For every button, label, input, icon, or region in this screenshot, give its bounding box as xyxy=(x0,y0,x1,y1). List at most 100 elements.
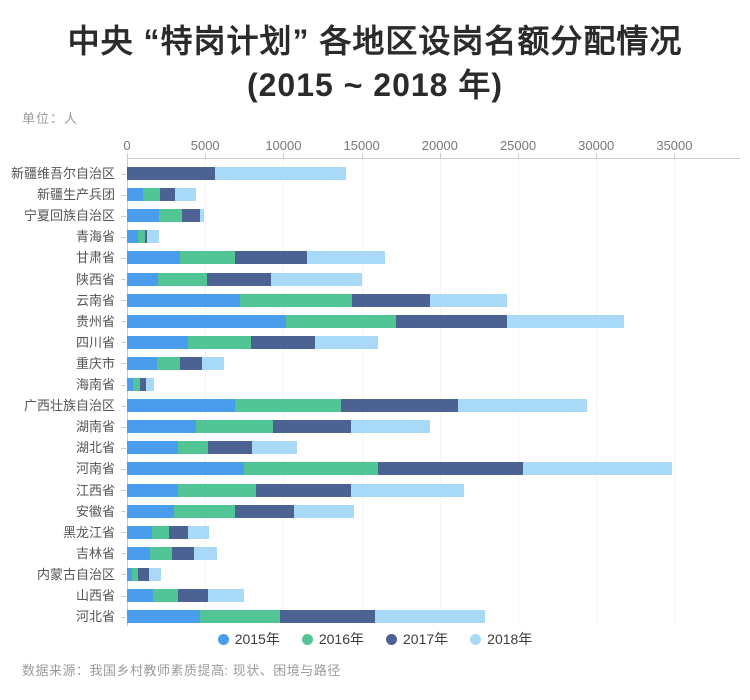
bar-segment-2018 xyxy=(214,167,346,180)
x-axis-line xyxy=(127,158,740,159)
x-tick-mark xyxy=(439,153,441,158)
bar-segment-2015 xyxy=(127,209,160,223)
legend-marker-icon xyxy=(386,633,397,645)
bar-segment-2015 xyxy=(127,504,175,518)
category-label: 内蒙古自治区 xyxy=(36,566,115,582)
category-label: 甘肃省 xyxy=(75,250,115,266)
data-source-label: 数据来源：我国乡村教师素质提高: 现状、困境与路径 xyxy=(22,663,341,678)
bar-segment-2018 xyxy=(270,272,362,286)
x-tick-label: 5000 xyxy=(190,138,220,153)
bar-segment-2015 xyxy=(127,462,244,476)
bar-segment-2017 xyxy=(377,462,523,476)
bar-segment-2017 xyxy=(144,230,147,244)
category-label: 广西壮族自治区 xyxy=(23,398,115,414)
bar-segment-2018 xyxy=(522,462,672,476)
x-tick-label: 25000 xyxy=(499,138,537,153)
bar-segment-2015 xyxy=(127,251,181,265)
legend-item-2015[interactable]: 2015年 xyxy=(217,629,280,649)
bar-segment-2016 xyxy=(143,188,161,202)
category-label: 新疆生产兵团 xyxy=(36,187,115,203)
bar-segment-2015 xyxy=(127,335,189,349)
bar-segment-2018 xyxy=(187,525,210,539)
x-tick-label: 10000 xyxy=(265,138,302,153)
legend-marker-icon xyxy=(217,633,229,645)
category-tick-mark xyxy=(121,553,126,555)
category-label: 黑龙江省 xyxy=(62,524,115,540)
bar-segment-2017 xyxy=(352,293,431,307)
legend-item-2018[interactable]: 2018年 xyxy=(470,629,532,649)
x-tick-label: 30000 xyxy=(578,138,615,153)
bar-segment-2015 xyxy=(127,610,201,624)
legend-item-2016[interactable]: 2016年 xyxy=(301,629,364,649)
bar-segment-2018 xyxy=(351,483,465,497)
x-tick-mark xyxy=(518,153,520,158)
unit-label: 单位：人 xyxy=(22,111,79,126)
category-label: 湖北省 xyxy=(75,440,115,456)
bar-segment-2015 xyxy=(127,589,153,602)
bar-segment-2016 xyxy=(239,293,353,307)
bar-segment-2018 xyxy=(293,504,354,518)
bar-segment-2018 xyxy=(146,378,155,391)
category-label: 安徽省 xyxy=(75,503,115,519)
bar-segment-2015 xyxy=(127,441,179,455)
category-tick-mark xyxy=(121,447,126,449)
bar-segment-2016 xyxy=(195,420,273,434)
bar-segment-2017 xyxy=(208,441,252,455)
bar-segment-2015 xyxy=(127,188,144,202)
bar-segment-2018 xyxy=(146,230,160,244)
legend-item-2017[interactable]: 2017年 xyxy=(386,629,448,649)
bar-segment-2018 xyxy=(351,420,431,434)
x-tick-label: 20000 xyxy=(421,138,458,153)
category-label: 河北省 xyxy=(75,609,115,625)
bar-segment-2016 xyxy=(138,230,145,244)
x-grid-line xyxy=(283,159,285,626)
bar-segment-2015 xyxy=(127,525,153,539)
category-tick-mark xyxy=(121,173,126,175)
category-tick-mark xyxy=(121,405,126,407)
category-label: 吉林省 xyxy=(75,545,115,561)
bar-segment-2017 xyxy=(234,504,294,518)
chart-legend: 2015年 2016年 2017年 2018年 xyxy=(0,629,750,649)
bar-segment-2017 xyxy=(280,610,375,624)
category-label: 四川省 xyxy=(75,334,115,350)
bar-segment-2016 xyxy=(158,272,207,286)
bar-segment-2018 xyxy=(374,610,485,624)
bar-segment-2015 xyxy=(127,399,236,413)
x-grid-line xyxy=(361,159,363,626)
x-tick-mark xyxy=(205,153,207,158)
category-tick-mark xyxy=(121,426,126,428)
bar-segment-2017 xyxy=(340,399,459,413)
bar-segment-2017 xyxy=(178,589,209,602)
bar-segment-2018 xyxy=(314,335,378,349)
x-tick-mark xyxy=(127,153,128,158)
x-tick-mark xyxy=(283,153,285,158)
x-grid-line xyxy=(596,159,598,626)
y-axis-line xyxy=(127,158,128,626)
bar-segment-2017 xyxy=(272,420,352,434)
bar-segment-2018 xyxy=(194,546,217,560)
bar-segment-2015 xyxy=(127,230,139,244)
bar-segment-2016 xyxy=(235,399,341,413)
bar-segment-2017 xyxy=(127,167,215,180)
category-label: 宁夏回族自治区 xyxy=(23,208,115,224)
bar-segment-2016 xyxy=(243,462,378,476)
category-label: 青海省 xyxy=(75,229,115,245)
bar-segment-2017 xyxy=(139,378,147,391)
bar-segment-2018 xyxy=(430,293,508,307)
legend-marker-icon xyxy=(470,633,482,645)
legend-marker-icon xyxy=(301,633,313,645)
category-tick-mark xyxy=(121,342,126,344)
legend-label: 2017年 xyxy=(403,631,449,647)
bar-segment-2017 xyxy=(235,251,308,265)
bar-segment-2016 xyxy=(200,610,281,624)
bar-segment-2017 xyxy=(250,335,315,349)
legend-label: 2015年 xyxy=(234,631,280,647)
bar-segment-2015 xyxy=(127,378,134,391)
bar-segment-2015 xyxy=(127,272,159,286)
bar-segment-2016 xyxy=(178,483,256,497)
category-tick-mark xyxy=(121,279,126,280)
category-tick-mark xyxy=(121,194,126,196)
chart-title-line1: 中央 “特岗计划” 各地区设岗名额分配情况 xyxy=(67,23,683,59)
x-grid-line xyxy=(439,159,441,626)
